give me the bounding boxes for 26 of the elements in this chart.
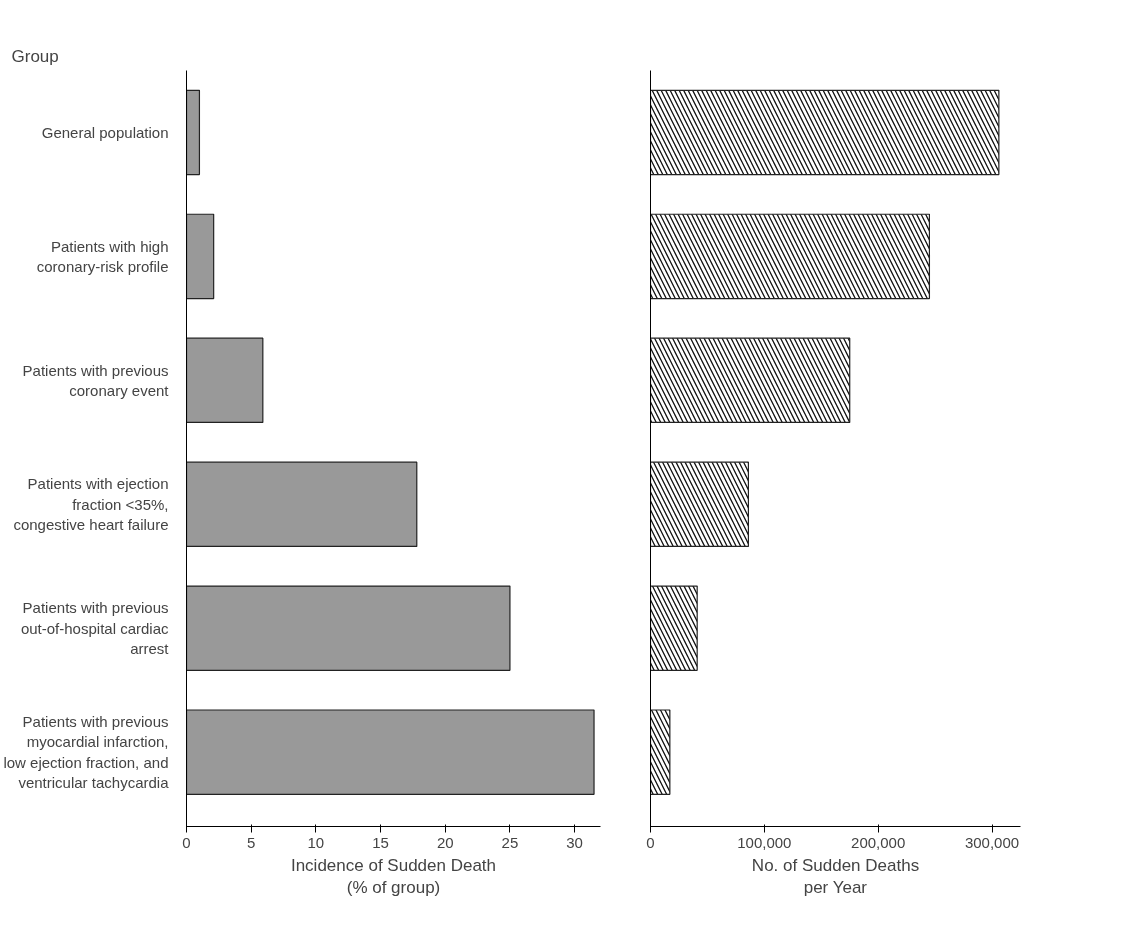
bar xyxy=(186,585,511,671)
x-tick-label: 0 xyxy=(646,833,655,851)
x-tick-label: 100,000 xyxy=(737,833,792,851)
y-tick-label: Patients with ejection fraction <35%, congestive heart failure xyxy=(13,475,169,534)
x-tick-label: 20 xyxy=(436,833,454,851)
x-axis-title: Incidence of Sudden Death (% of group) xyxy=(290,855,497,898)
y-tick-label: Patients with high coronary-risk profile xyxy=(36,237,169,276)
bar xyxy=(186,709,595,795)
y-tick-label: General population xyxy=(41,123,169,141)
x-tick-label: 5 xyxy=(247,833,256,851)
x-tick-label: 15 xyxy=(372,833,389,851)
y-axis-title: Group xyxy=(11,46,59,66)
bar xyxy=(186,337,264,424)
bar xyxy=(186,89,201,176)
x-tick-label: 0 xyxy=(182,833,191,851)
x-axis-title: No. of Sudden Deaths per Year xyxy=(751,855,920,898)
x-tick-label: 10 xyxy=(307,833,325,851)
y-tick-label: Patients with previous coronary event xyxy=(22,361,170,400)
x-tick-label: 25 xyxy=(501,833,519,851)
y-tick-label: Patients with previous myocardial infarction, low ejection fraction, and ventricular tachycardia xyxy=(3,713,170,792)
x-tick-label: 200,000 xyxy=(851,833,906,851)
bar xyxy=(186,461,418,548)
bar xyxy=(186,213,215,300)
x-tick-label: 300,000 xyxy=(964,833,1020,851)
x-tick-label: 30 xyxy=(566,833,583,851)
y-tick-label: Patients with previous out-of-hospital cardiac arrest xyxy=(20,599,170,658)
